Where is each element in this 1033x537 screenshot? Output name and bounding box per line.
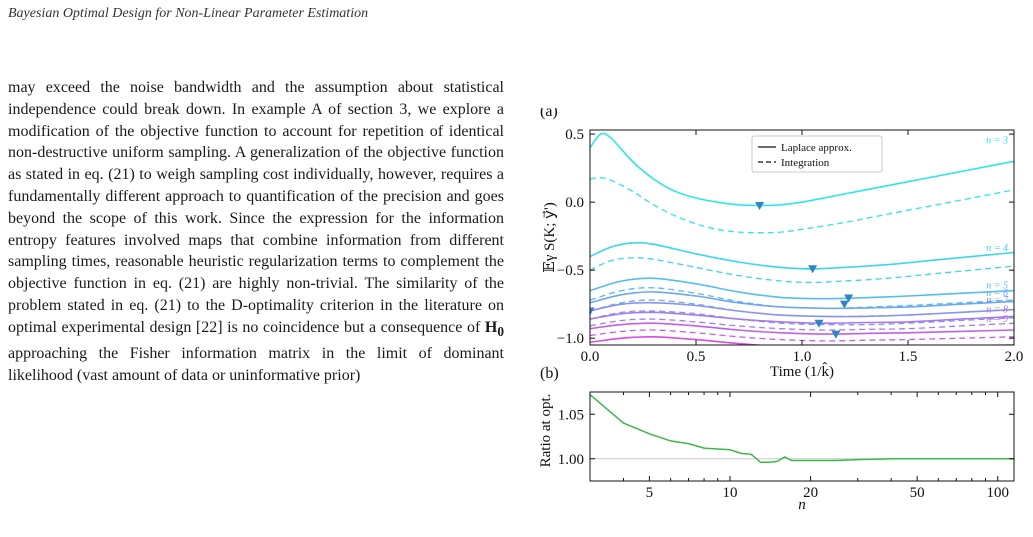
panel-a-plot-area — [590, 132, 1014, 345]
laplace-line-0 — [590, 132, 1014, 207]
laplace-line-1 — [590, 241, 1014, 270]
panel-b-xtick-label-2: 20 — [803, 485, 818, 501]
panel-a-ytick-label-2: −0.5 — [557, 263, 584, 279]
integration-line-0 — [590, 176, 1014, 234]
curve-label-3: n = 6 — [986, 288, 1008, 299]
panel-b-label: (b) — [540, 365, 559, 382]
optimum-marker-3 — [839, 300, 849, 309]
panel-b-xtick-label-1: 10 — [722, 485, 737, 501]
hessian-symbol: H0 — [484, 318, 504, 339]
integration-line-6 — [590, 329, 1014, 342]
optimum-marker-5 — [814, 319, 824, 328]
panel-a-xtick-label-0: 0.0 — [581, 349, 600, 365]
running-title: Bayesian Optimal Design for Non-Linear P… — [8, 6, 369, 21]
panel-b-xtick-label-3: 50 — [910, 485, 925, 501]
curve-label-5: n = 8 — [986, 304, 1008, 315]
panel-a-ytick-label-0: 0.5 — [565, 127, 584, 143]
panel-a-xtick-label-1: 0.5 — [687, 349, 706, 365]
panel-a-ytick-label-1: 0.0 — [565, 195, 584, 211]
paragraph-text: may exceed the noise bandwidth and the a… — [8, 79, 504, 336]
optimum-marker-4 — [590, 307, 595, 316]
curve-label-4: n = 7 — [986, 295, 1009, 306]
legend-laplace-label: Laplace approx. — [781, 142, 852, 154]
laplace-line-2 — [590, 277, 1014, 300]
laplace-line-3 — [590, 291, 1014, 310]
legend-integration-label: Integration — [781, 157, 830, 169]
laplace-line-4 — [590, 301, 1014, 318]
figure: (a) n = 3 n = 4 n = 5n = 6n = 7n = 8n = 9 0.… — [540, 108, 1024, 513]
panel-a-xlabel: Time (1/k̂) — [770, 362, 834, 380]
panel-b-ytick-label-1: 1.00 — [558, 452, 584, 468]
laplace-line-5 — [590, 311, 1014, 325]
curve-label-6: n = 9 — [986, 314, 1008, 325]
panel-b-ytick-label-0: 1.05 — [558, 407, 584, 423]
panel-a-xtick-label-3: 1.5 — [899, 349, 918, 365]
optimum-marker-0 — [755, 202, 765, 211]
optimum-marker-1 — [808, 265, 818, 274]
panel-a-xtick-label-2: 1.0 — [793, 349, 812, 365]
integration-line-5 — [590, 318, 1014, 331]
laplace-line-7 — [590, 335, 1014, 345]
panel-a-ylabel: 𝔼γ S(K; y⃗') — [542, 202, 558, 272]
panel-b-frame — [589, 391, 1015, 482]
curve-label-0: n = 3 — [986, 136, 1008, 147]
optimum-marker-2 — [844, 294, 854, 303]
ratio-line — [590, 394, 1014, 464]
panel-b-xlabel: n — [798, 497, 806, 513]
paragraph-text-end: approaching the Fisher information matri… — [8, 344, 504, 384]
body-paragraph: may exceed the noise bandwidth and the a… — [8, 77, 504, 386]
laplace-line-6 — [590, 322, 1014, 335]
panel-a-ytick-label-3: −1.0 — [557, 331, 584, 347]
panel-a-xtick-label-4: 2.0 — [1005, 349, 1024, 365]
integration-line-1 — [590, 257, 1014, 284]
panel-b-xtick-label-0: 5 — [646, 485, 654, 501]
legend-box — [751, 135, 883, 173]
panel-a-label: (a) — [540, 108, 558, 120]
curve-label-1: n = 4 — [986, 243, 1008, 254]
curve-label-2: n = 5 — [986, 281, 1008, 292]
integration-line-4 — [590, 310, 1014, 326]
optimum-marker-6 — [831, 330, 841, 339]
panel-b-xtick-label-4: 100 — [986, 485, 1009, 501]
panel-b-ylabel: Ratio at opt. — [540, 394, 554, 468]
